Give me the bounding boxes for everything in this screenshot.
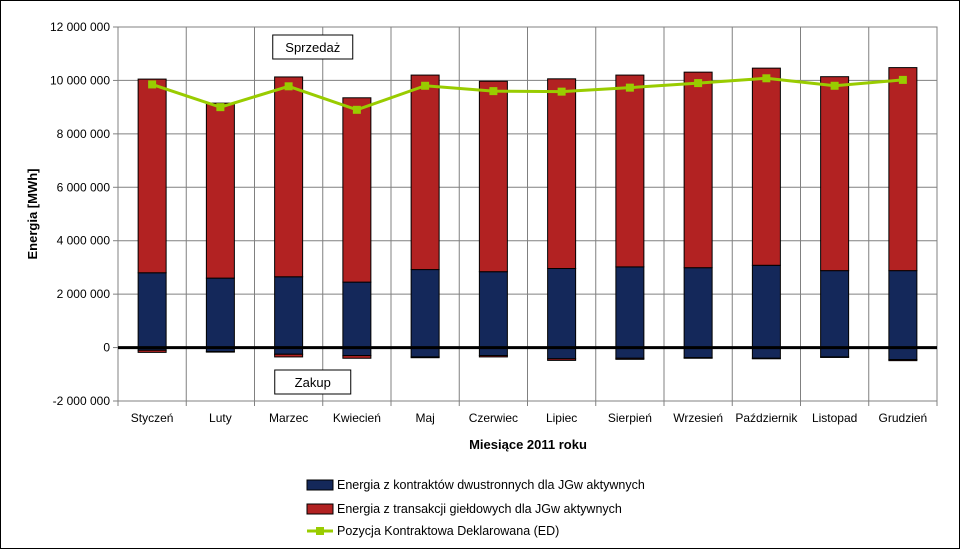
bar-exchange [205, 102, 235, 279]
bar-exchange [342, 97, 372, 283]
y-tick-label: 4 000 000 [57, 234, 111, 248]
bar-bilateral [751, 264, 781, 349]
bar-exchange-negative [751, 357, 781, 360]
x-tick-label: Luty [209, 411, 232, 425]
line-point [625, 83, 634, 92]
line-ed [151, 76, 904, 112]
bar-exchange [478, 80, 508, 273]
bar-exchange-negative [205, 351, 235, 353]
bar-bilateral-negative [615, 347, 645, 359]
bar-bilateral [615, 266, 645, 349]
line-point [489, 87, 498, 96]
legend-label-bilateral: Energia z kontraktów dwustronnych dla JG… [337, 478, 645, 492]
x-tick-label: Listopad [812, 411, 857, 425]
y-tick-label: -2 000 000 [53, 394, 111, 408]
bar-bilateral [547, 267, 577, 349]
x-tick-label: Czerwiec [469, 411, 518, 425]
bar-exchange [137, 78, 167, 274]
bar-exchange [274, 76, 304, 278]
bar-exchange-negative [547, 358, 577, 361]
bar-bilateral-negative [547, 347, 577, 360]
bar-exchange-negative [137, 349, 167, 353]
line-point [762, 74, 771, 83]
bar-bilateral [274, 276, 304, 349]
bar-bilateral [683, 267, 713, 349]
annotation-box [272, 34, 354, 60]
x-axis-title: Miesiące 2011 roku [469, 437, 587, 452]
bar-exchange [615, 74, 645, 268]
bar-exchange-negative [410, 356, 440, 359]
x-tick-label: Marzec [269, 411, 308, 425]
bar-exchange [683, 71, 713, 269]
x-tick-label: Lipiec [546, 411, 577, 425]
y-tick-label: 0 [103, 341, 110, 355]
line-point [216, 103, 225, 112]
line-point [352, 105, 361, 114]
bar-exchange-negative [683, 357, 713, 359]
bar-bilateral-negative [751, 347, 781, 359]
bar-bilateral-negative [683, 347, 713, 359]
bar-bilateral [888, 270, 918, 349]
bar-exchange-negative [615, 357, 645, 360]
legend-label-exchange: Energia z transakcji giełdowych dla JGw … [337, 502, 622, 516]
bar-bilateral [410, 269, 440, 349]
bar-bilateral-negative [888, 347, 918, 361]
y-tick-label: 8 000 000 [57, 127, 111, 141]
legend-swatch-exchange [306, 503, 334, 515]
bar-exchange [820, 76, 850, 272]
x-tick-label: Październik [735, 411, 798, 425]
x-tick-label: Maj [415, 411, 434, 425]
legend-swatch-ed-marker [316, 527, 324, 535]
line-point [830, 81, 839, 90]
bar-bilateral [137, 272, 167, 349]
line-point [694, 79, 703, 88]
y-tick-label: 6 000 000 [57, 180, 111, 194]
x-tick-label: Sierpień [608, 411, 652, 425]
bar-exchange-negative [888, 359, 918, 362]
line-point [148, 80, 157, 89]
bar-bilateral [205, 277, 235, 349]
line-point [898, 75, 907, 84]
bar-exchange [888, 67, 918, 272]
bar-bilateral [478, 271, 508, 349]
annotation-box [274, 369, 352, 395]
line-point [557, 87, 566, 96]
bar-exchange-negative [478, 355, 508, 358]
bar-exchange [547, 78, 577, 269]
line-point [421, 81, 430, 90]
bar-exchange [410, 74, 440, 271]
y-tick-label: 2 000 000 [57, 287, 111, 301]
x-tick-label: Grudzień [879, 411, 928, 425]
annotation-purchase: Zakup [295, 375, 331, 390]
bar-exchange-negative [820, 356, 850, 358]
line-point [284, 82, 293, 91]
legend-label-ed: Pozycja Kontraktowa Deklarowana (ED) [337, 524, 559, 538]
legend-swatch-bilateral [306, 479, 334, 491]
x-tick-label: Kwiecień [333, 411, 381, 425]
bar-exchange-negative [274, 353, 304, 358]
y-tick-label: 10 000 000 [50, 73, 110, 87]
annotation-sales: Sprzedaż [285, 40, 340, 55]
x-tick-label: Styczeń [131, 411, 174, 425]
bar-exchange-negative [342, 355, 372, 359]
x-tick-label: Wrzesień [673, 411, 723, 425]
bar-exchange [751, 67, 781, 266]
bar-bilateral [342, 281, 372, 349]
y-tick-label: 12 000 000 [50, 20, 110, 34]
bar-bilateral [820, 270, 850, 349]
y-axis-title: Energia [MWh] [25, 169, 40, 260]
